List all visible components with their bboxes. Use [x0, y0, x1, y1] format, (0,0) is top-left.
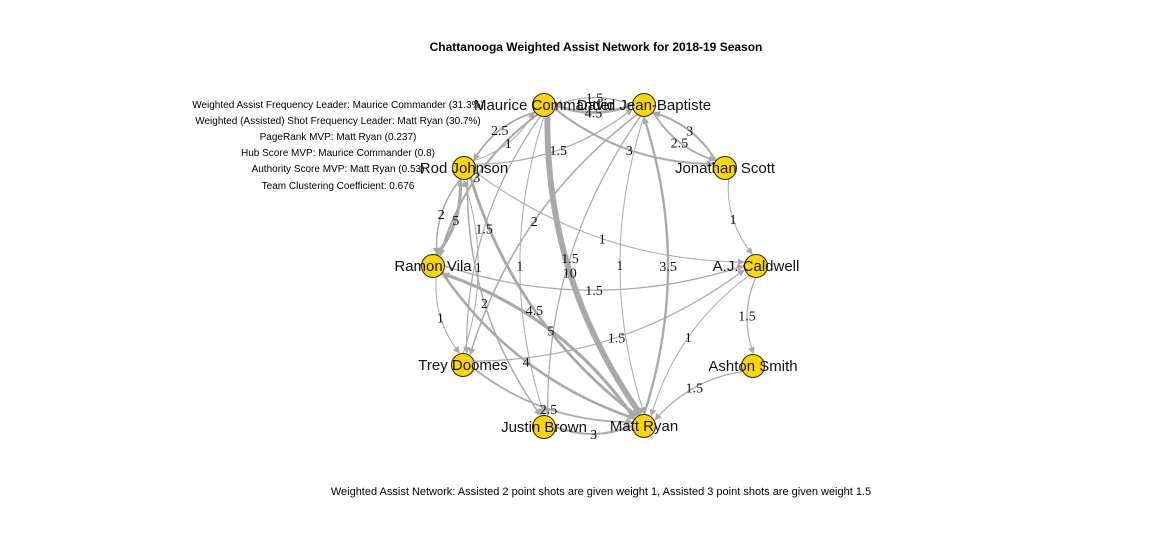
edge-rj-to-jb [466, 178, 541, 416]
edge-weight-label-djb-to-td: 2 [531, 215, 538, 230]
edge-weight-label-jb-to-mr: 3 [590, 428, 597, 443]
edge-rj-to-ajc [474, 171, 745, 266]
edges-layer [432, 96, 757, 435]
node-djb [632, 93, 656, 117]
node-mc [532, 93, 556, 117]
node-td [451, 353, 475, 377]
edge-rv-to-mr [441, 272, 635, 420]
edge-rj-to-rv [432, 178, 462, 255]
edge-djb-to-mc [555, 96, 633, 106]
node-rj [452, 156, 476, 180]
edge-td-to-ajc [473, 269, 745, 362]
edge-weight-label-djb-to-js: 2.5 [671, 136, 689, 151]
edge-ajc-to-mr [649, 274, 750, 417]
stats-panel: Weighted Assist Frequency Leader: Mauric… [192, 100, 484, 192]
edge-weight-label-as-to-mr: 1.5 [686, 382, 704, 397]
stat-hub-score-mvp: Hub Score MVP: Maurice Commander (0.8) [241, 148, 435, 159]
edge-mr-to-djb [642, 116, 670, 415]
edge-weight-label-mc-to-djb: 4.5 [585, 107, 603, 122]
edge-weight-label-rv-to-td: 1 [437, 311, 444, 326]
edge-js-to-ajc [727, 178, 753, 255]
stat-assist-frequency-leader: Weighted Assist Frequency Leader: Mauric… [192, 100, 484, 111]
node-label-js: Jonathan Scott [675, 160, 776, 177]
edge-weight-label-mr-to-rv: 5 [547, 325, 554, 340]
edge-rj-to-mr [469, 176, 638, 417]
nodes-layer [421, 93, 768, 439]
edge-weight-label-rv-to-mr: 4 [523, 356, 530, 371]
edge-weight-label-rj-to-mc: 1 [505, 137, 512, 152]
edge-ajc-to-as [746, 277, 757, 355]
edge-rj-to-djb [474, 108, 633, 165]
node-label-mc: Maurice Commander [474, 97, 614, 114]
node-jb [532, 415, 556, 439]
edge-mc-to-djb [554, 103, 633, 114]
edge-weight-label-ajc-to-mr: 1 [685, 331, 692, 346]
edge-weight-label-mc-to-td: 1.5 [475, 222, 493, 237]
edge-jb-to-mr [555, 425, 633, 435]
node-js [713, 156, 737, 180]
edge-weight-label-rj-to-djb: 1.5 [550, 144, 568, 159]
node-label-rj: Rod Johnson [420, 160, 508, 177]
edge-rv-to-rj [435, 179, 465, 256]
edge-weight-label-mc-to-rv: 3 [473, 171, 480, 186]
edge-weight-label-mc-to-js: 3 [626, 144, 633, 159]
edge-weight-label-rj-to-jb: 2 [481, 297, 488, 312]
node-mr [632, 414, 656, 438]
node-label-mr: Matt Ryan [610, 418, 678, 435]
edge-weight-label-djb-to-mc: 1.5 [586, 92, 604, 107]
edge-as-to-mr [654, 370, 743, 421]
edge-djb-to-js [652, 111, 716, 162]
edge-js-to-djb [653, 111, 717, 162]
edge-weight-label-rj-to-mr: 4.5 [526, 304, 544, 319]
edge-djb-to-jb [544, 115, 642, 416]
stat-clustering-coefficient: Team Clustering Coefficient: 0.676 [262, 181, 415, 192]
edge-weight-label-mc-to-rj: 2.5 [491, 124, 509, 139]
edge-mc-to-js [554, 107, 714, 168]
edge-weight-label-rj-to-ajc: 1 [599, 233, 606, 248]
edge-mr-to-rv [442, 272, 637, 420]
edge-weight-label-js-to-djb: 3 [686, 125, 693, 140]
edge-rv-to-ajc [444, 264, 745, 291]
edge-weight-label-mc-to-jb: 1 [516, 260, 523, 275]
edge-weight-label-td-to-rj: 1 [475, 261, 482, 276]
node-label-as: Ashton Smith [708, 358, 797, 375]
edge-weight-label-rv-to-rj: 5 [452, 214, 459, 229]
node-rv [421, 254, 445, 278]
edge-rv-to-td [435, 276, 460, 354]
edge-td-to-rj [462, 179, 479, 354]
edge-weight-label-js-to-ajc: 1 [730, 213, 737, 228]
node-as [741, 354, 765, 378]
node-label-jb: Justin Brown [501, 419, 587, 436]
edge-weight-label-ajc-to-as: 1.5 [738, 309, 756, 324]
edge-djb-to-td [468, 113, 638, 356]
edge-weight-label-td-to-ajc: 1.5 [608, 332, 626, 347]
edge-weight-label-djb-to-jb: 1.5 [561, 252, 579, 267]
edge-mc-to-mr [544, 115, 643, 416]
edge-mc-to-td [463, 115, 542, 354]
figure-title: Chattanooga Weighted Assist Network for … [430, 40, 763, 54]
edge-mc-to-rv [438, 113, 539, 257]
stat-authority-score-mvp: Authority Score MVP: Matt Ryan (0.53) [252, 164, 425, 175]
edge-mc-to-rj [473, 111, 536, 161]
node-label-ajc: A.J. Caldwell [713, 258, 800, 275]
edge-weight-label-td-to-mr: 2.5 [540, 403, 558, 418]
edge-weight-label-djb-to-mr: 1 [616, 259, 623, 274]
node-ajc [744, 254, 768, 278]
edge-weight-label-mr-to-djb: 3.5 [659, 260, 677, 275]
figure-caption: Weighted Assist Network: Assisted 2 poin… [331, 486, 871, 498]
stat-shot-frequency-leader: Weighted (Assisted) Shot Frequency Leade… [195, 116, 481, 127]
edge-weight-label-rv-to-ajc: 1.5 [585, 284, 603, 299]
edge-mc-to-jb [519, 116, 546, 416]
edge-weight-label-rj-to-rv: 2 [438, 208, 445, 223]
node-label-djb: David Jean-Baptiste [577, 97, 711, 114]
edge-weight-label-mc-to-mr: 10 [563, 267, 577, 282]
node-label-rv: Ramon Vila [394, 258, 472, 275]
edge-djb-to-mr [619, 116, 646, 415]
stat-pagerank-mvp: PageRank MVP: Matt Ryan (0.237) [260, 132, 417, 143]
node-label-td: Trey Doomes [418, 357, 507, 374]
